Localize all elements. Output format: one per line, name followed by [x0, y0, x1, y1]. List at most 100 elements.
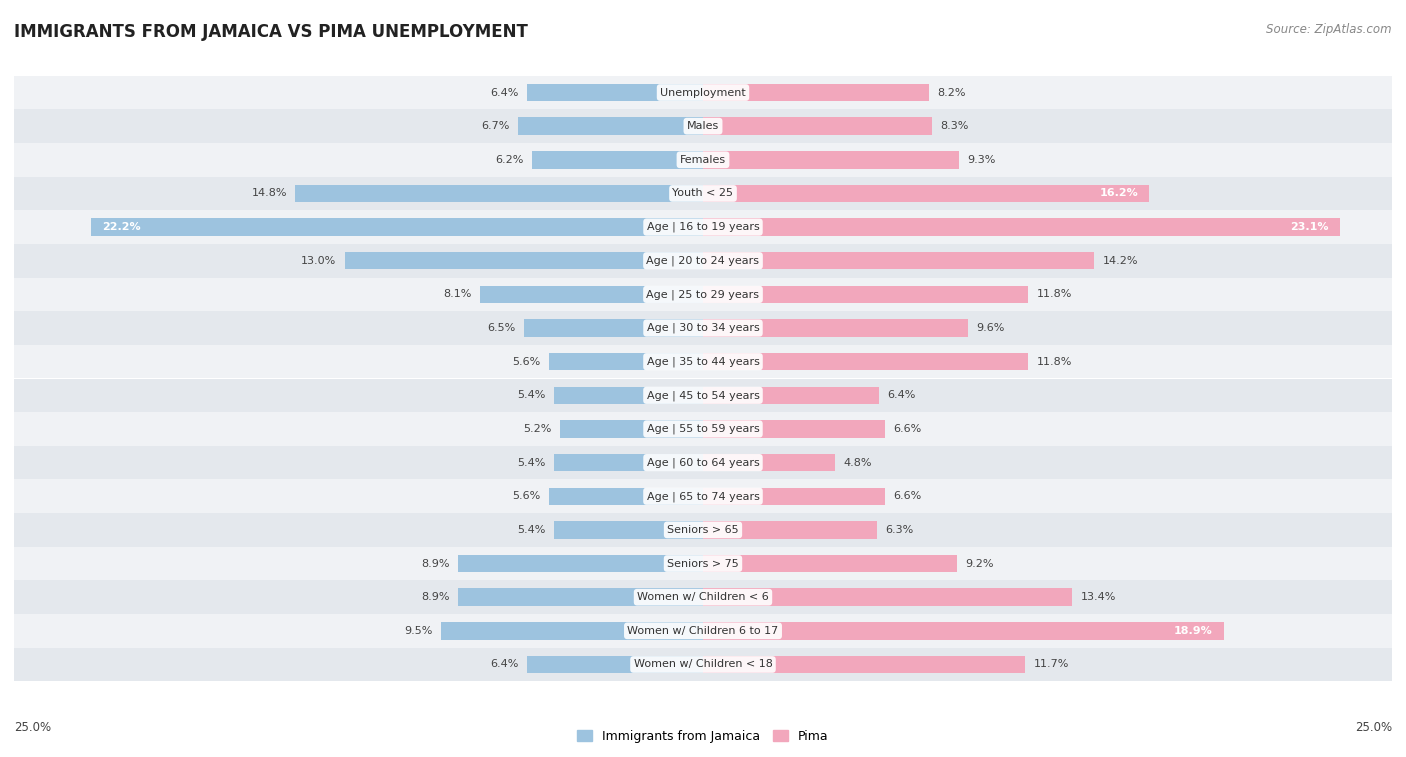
Bar	[14, 412, 1392, 446]
Bar	[14, 513, 1392, 547]
Bar	[703, 521, 876, 539]
Bar	[14, 278, 1392, 311]
Bar	[703, 622, 1223, 640]
Text: Women w/ Children < 18: Women w/ Children < 18	[634, 659, 772, 669]
Text: Seniors > 75: Seniors > 75	[666, 559, 740, 569]
Text: 11.8%: 11.8%	[1036, 289, 1071, 299]
Bar	[527, 656, 703, 673]
Text: Age | 45 to 54 years: Age | 45 to 54 years	[647, 390, 759, 400]
Bar	[479, 285, 703, 303]
Text: 4.8%: 4.8%	[844, 458, 872, 468]
Text: 11.8%: 11.8%	[1036, 357, 1071, 366]
Text: Age | 30 to 34 years: Age | 30 to 34 years	[647, 322, 759, 333]
Bar	[703, 185, 1150, 202]
Text: 13.0%: 13.0%	[301, 256, 336, 266]
Bar	[14, 581, 1392, 614]
Bar	[344, 252, 703, 269]
Text: 6.4%: 6.4%	[489, 659, 519, 669]
Text: 14.8%: 14.8%	[252, 188, 287, 198]
Text: Youth < 25: Youth < 25	[672, 188, 734, 198]
Bar	[703, 387, 879, 404]
Bar	[14, 345, 1392, 378]
Text: 14.2%: 14.2%	[1102, 256, 1137, 266]
Text: Source: ZipAtlas.com: Source: ZipAtlas.com	[1267, 23, 1392, 36]
Text: 8.2%: 8.2%	[938, 88, 966, 98]
Text: 5.2%: 5.2%	[523, 424, 551, 434]
Text: 6.7%: 6.7%	[482, 121, 510, 131]
Bar	[14, 311, 1392, 345]
Bar	[91, 218, 703, 236]
Bar	[703, 84, 929, 101]
Bar	[554, 521, 703, 539]
Text: 6.5%: 6.5%	[488, 323, 516, 333]
Bar	[14, 109, 1392, 143]
Bar	[14, 547, 1392, 581]
Text: 5.4%: 5.4%	[517, 525, 546, 535]
Bar	[560, 420, 703, 438]
Text: 6.2%: 6.2%	[495, 155, 524, 165]
Bar	[14, 378, 1392, 412]
Text: 6.4%: 6.4%	[887, 391, 917, 400]
Text: Age | 25 to 29 years: Age | 25 to 29 years	[647, 289, 759, 300]
Text: 5.4%: 5.4%	[517, 391, 546, 400]
Text: 9.2%: 9.2%	[965, 559, 993, 569]
Text: Age | 60 to 64 years: Age | 60 to 64 years	[647, 457, 759, 468]
Text: 22.2%: 22.2%	[103, 222, 141, 232]
Bar	[554, 387, 703, 404]
Text: Age | 35 to 44 years: Age | 35 to 44 years	[647, 357, 759, 367]
Text: 6.3%: 6.3%	[884, 525, 912, 535]
Bar	[14, 648, 1392, 681]
Bar	[441, 622, 703, 640]
Bar	[548, 488, 703, 505]
Text: 8.3%: 8.3%	[941, 121, 969, 131]
Text: 6.6%: 6.6%	[893, 424, 921, 434]
Bar	[14, 76, 1392, 109]
Text: Age | 65 to 74 years: Age | 65 to 74 years	[647, 491, 759, 501]
Text: 25.0%: 25.0%	[14, 721, 51, 734]
Text: 9.3%: 9.3%	[967, 155, 995, 165]
Text: Women w/ Children 6 to 17: Women w/ Children 6 to 17	[627, 626, 779, 636]
Text: 5.6%: 5.6%	[512, 491, 540, 501]
Text: 8.9%: 8.9%	[420, 592, 450, 602]
Text: Unemployment: Unemployment	[661, 88, 745, 98]
Text: 5.4%: 5.4%	[517, 458, 546, 468]
Bar	[14, 446, 1392, 479]
Text: IMMIGRANTS FROM JAMAICA VS PIMA UNEMPLOYMENT: IMMIGRANTS FROM JAMAICA VS PIMA UNEMPLOY…	[14, 23, 527, 41]
Bar	[703, 151, 959, 169]
Text: Age | 16 to 19 years: Age | 16 to 19 years	[647, 222, 759, 232]
Bar	[14, 143, 1392, 176]
Bar	[14, 614, 1392, 648]
Bar	[703, 218, 1340, 236]
Bar	[458, 588, 703, 606]
Bar	[14, 244, 1392, 278]
Text: 25.0%: 25.0%	[1355, 721, 1392, 734]
Text: Males: Males	[688, 121, 718, 131]
Bar	[703, 353, 1028, 370]
Text: Females: Females	[681, 155, 725, 165]
Bar	[548, 353, 703, 370]
Text: 16.2%: 16.2%	[1099, 188, 1139, 198]
Bar	[531, 151, 703, 169]
Text: Seniors > 65: Seniors > 65	[668, 525, 738, 535]
Text: Women w/ Children < 6: Women w/ Children < 6	[637, 592, 769, 602]
Legend: Immigrants from Jamaica, Pima: Immigrants from Jamaica, Pima	[572, 724, 834, 748]
Bar	[703, 319, 967, 337]
Bar	[703, 656, 1025, 673]
Text: 6.4%: 6.4%	[489, 88, 519, 98]
Text: 9.5%: 9.5%	[405, 626, 433, 636]
Text: 11.7%: 11.7%	[1033, 659, 1069, 669]
Text: Age | 55 to 59 years: Age | 55 to 59 years	[647, 424, 759, 435]
Bar	[703, 454, 835, 472]
Bar	[703, 117, 932, 135]
Bar	[14, 479, 1392, 513]
Text: 5.6%: 5.6%	[512, 357, 540, 366]
Text: 9.6%: 9.6%	[976, 323, 1004, 333]
Text: 18.9%: 18.9%	[1174, 626, 1213, 636]
Bar	[554, 454, 703, 472]
Bar	[703, 488, 884, 505]
Bar	[524, 319, 703, 337]
Bar	[703, 252, 1094, 269]
Bar	[703, 555, 956, 572]
Bar	[703, 420, 884, 438]
Text: 6.6%: 6.6%	[893, 491, 921, 501]
